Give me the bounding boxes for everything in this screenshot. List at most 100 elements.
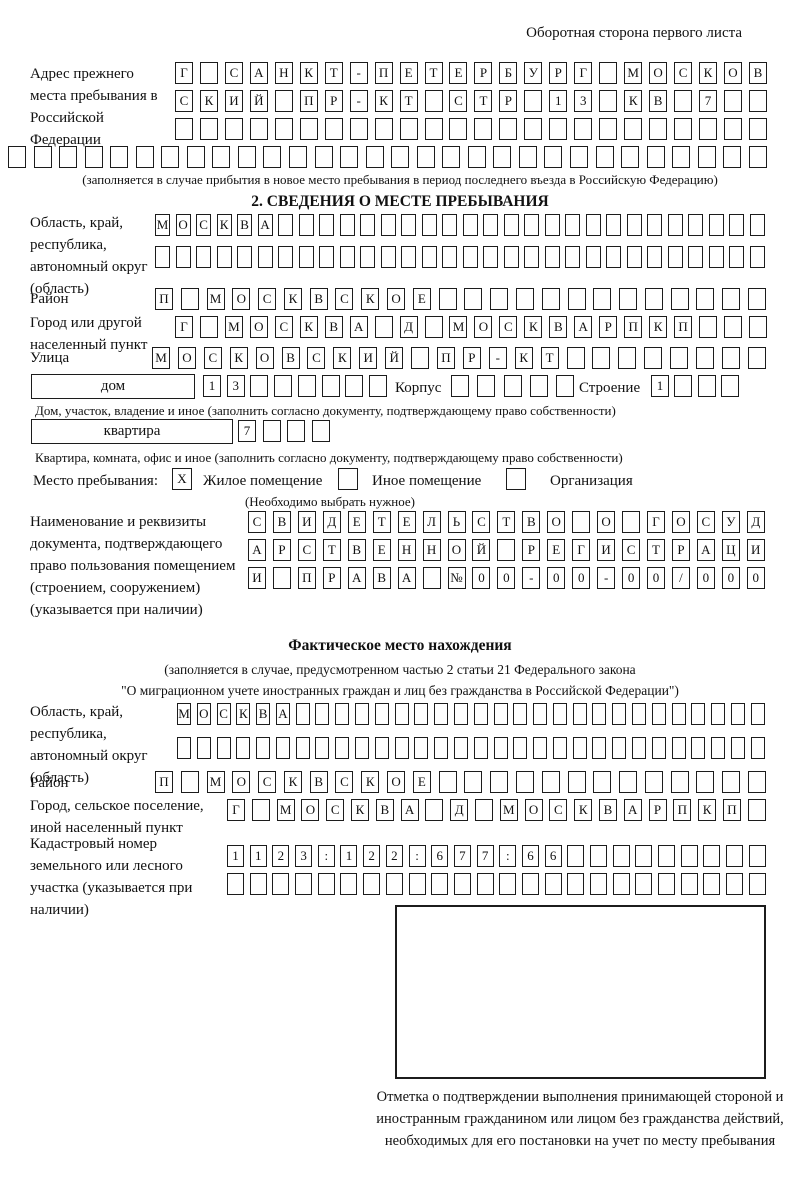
- char-cell[interactable]: О: [387, 771, 406, 793]
- char-cell[interactable]: [612, 737, 627, 759]
- char-cell[interactable]: [631, 737, 646, 759]
- char-cell[interactable]: [721, 347, 740, 369]
- char-cell[interactable]: [515, 771, 534, 793]
- char-cell[interactable]: И: [746, 539, 765, 561]
- char-cell[interactable]: [175, 118, 193, 140]
- char-cell[interactable]: Ь: [447, 511, 466, 533]
- char-cell[interactable]: [274, 118, 293, 140]
- char-cell[interactable]: [565, 246, 581, 268]
- char-cell[interactable]: [521, 873, 539, 895]
- char-cell[interactable]: [340, 873, 358, 895]
- char-cell[interactable]: У: [721, 511, 740, 533]
- char-cell[interactable]: [315, 703, 330, 725]
- char-cell[interactable]: [748, 146, 767, 168]
- char-cell[interactable]: [59, 146, 78, 168]
- char-cell[interactable]: [631, 703, 646, 725]
- char-cell[interactable]: [524, 214, 540, 236]
- char-cell[interactable]: О: [196, 703, 211, 725]
- char-cell[interactable]: П: [436, 347, 455, 369]
- char-cell[interactable]: [161, 146, 180, 168]
- char-cell[interactable]: [237, 246, 253, 268]
- char-cell[interactable]: П: [624, 316, 643, 338]
- char-cell[interactable]: Е: [449, 62, 468, 84]
- char-cell[interactable]: [708, 214, 724, 236]
- char-cell[interactable]: Т: [424, 62, 443, 84]
- char-cell[interactable]: [503, 246, 519, 268]
- char-cell[interactable]: 7: [453, 845, 471, 867]
- char-cell[interactable]: [670, 347, 689, 369]
- char-cell[interactable]: [699, 118, 718, 140]
- char-cell[interactable]: [227, 873, 244, 895]
- char-cell[interactable]: Е: [372, 539, 391, 561]
- char-cell[interactable]: П: [299, 90, 318, 112]
- char-cell[interactable]: [567, 873, 585, 895]
- char-cell[interactable]: [216, 737, 231, 759]
- char-cell[interactable]: [541, 288, 560, 310]
- char-cell[interactable]: [606, 214, 622, 236]
- char-cell[interactable]: -: [488, 347, 507, 369]
- char-cell[interactable]: К: [333, 347, 352, 369]
- char-cell[interactable]: [696, 771, 715, 793]
- char-cell[interactable]: [421, 214, 437, 236]
- char-cell[interactable]: Е: [347, 511, 366, 533]
- char-cell[interactable]: Й: [472, 539, 491, 561]
- char-cell[interactable]: В: [309, 771, 328, 793]
- char-cell[interactable]: [590, 845, 607, 867]
- char-cell[interactable]: [750, 703, 765, 725]
- char-cell[interactable]: [529, 375, 548, 397]
- char-cell[interactable]: 7: [699, 90, 718, 112]
- char-cell[interactable]: В: [272, 511, 291, 533]
- char-cell[interactable]: Й: [249, 90, 268, 112]
- char-cell[interactable]: [671, 737, 686, 759]
- char-cell[interactable]: [462, 214, 478, 236]
- char-cell[interactable]: Е: [412, 771, 431, 793]
- char-cell[interactable]: Н: [397, 539, 416, 561]
- checkbox-inoe[interactable]: [338, 468, 358, 490]
- char-cell[interactable]: [499, 118, 518, 140]
- char-cell[interactable]: [262, 420, 281, 442]
- char-cell[interactable]: [691, 737, 706, 759]
- char-cell[interactable]: [177, 737, 191, 759]
- char-cell[interactable]: [524, 118, 543, 140]
- char-cell[interactable]: [380, 246, 396, 268]
- char-cell[interactable]: /: [671, 567, 690, 589]
- char-cell[interactable]: [544, 146, 563, 168]
- char-cell[interactable]: Р: [522, 539, 541, 561]
- char-cell[interactable]: В: [237, 214, 253, 236]
- checkbox-organizatsiya[interactable]: [506, 468, 526, 490]
- char-cell[interactable]: [667, 214, 683, 236]
- char-cell[interactable]: М: [155, 214, 170, 236]
- char-cell[interactable]: А: [248, 539, 266, 561]
- char-cell[interactable]: [567, 288, 586, 310]
- char-cell[interactable]: [674, 90, 693, 112]
- char-cell[interactable]: [747, 799, 766, 821]
- char-cell[interactable]: И: [359, 347, 378, 369]
- char-cell[interactable]: Г: [572, 539, 591, 561]
- char-cell[interactable]: [612, 703, 627, 725]
- char-cell[interactable]: [730, 737, 745, 759]
- char-cell[interactable]: [216, 246, 232, 268]
- char-cell[interactable]: [365, 146, 384, 168]
- char-cell[interactable]: П: [297, 567, 316, 589]
- char-cell[interactable]: [570, 146, 589, 168]
- char-cell[interactable]: С: [307, 347, 326, 369]
- char-cell[interactable]: [572, 737, 587, 759]
- char-cell[interactable]: [593, 288, 612, 310]
- char-cell[interactable]: 6: [431, 845, 449, 867]
- char-cell[interactable]: [363, 873, 381, 895]
- char-cell[interactable]: [442, 246, 458, 268]
- char-cell[interactable]: [497, 539, 516, 561]
- char-cell[interactable]: [499, 873, 517, 895]
- char-cell[interactable]: К: [283, 288, 302, 310]
- char-cell[interactable]: [295, 703, 310, 725]
- char-cell[interactable]: Т: [647, 539, 665, 561]
- char-cell[interactable]: 0: [696, 567, 715, 589]
- char-cell[interactable]: [749, 246, 765, 268]
- char-cell[interactable]: [567, 771, 586, 793]
- char-cell[interactable]: [299, 118, 318, 140]
- char-cell[interactable]: [355, 737, 370, 759]
- char-cell[interactable]: [155, 246, 170, 268]
- char-cell[interactable]: И: [248, 567, 266, 589]
- char-cell[interactable]: [434, 703, 449, 725]
- char-cell[interactable]: [212, 146, 231, 168]
